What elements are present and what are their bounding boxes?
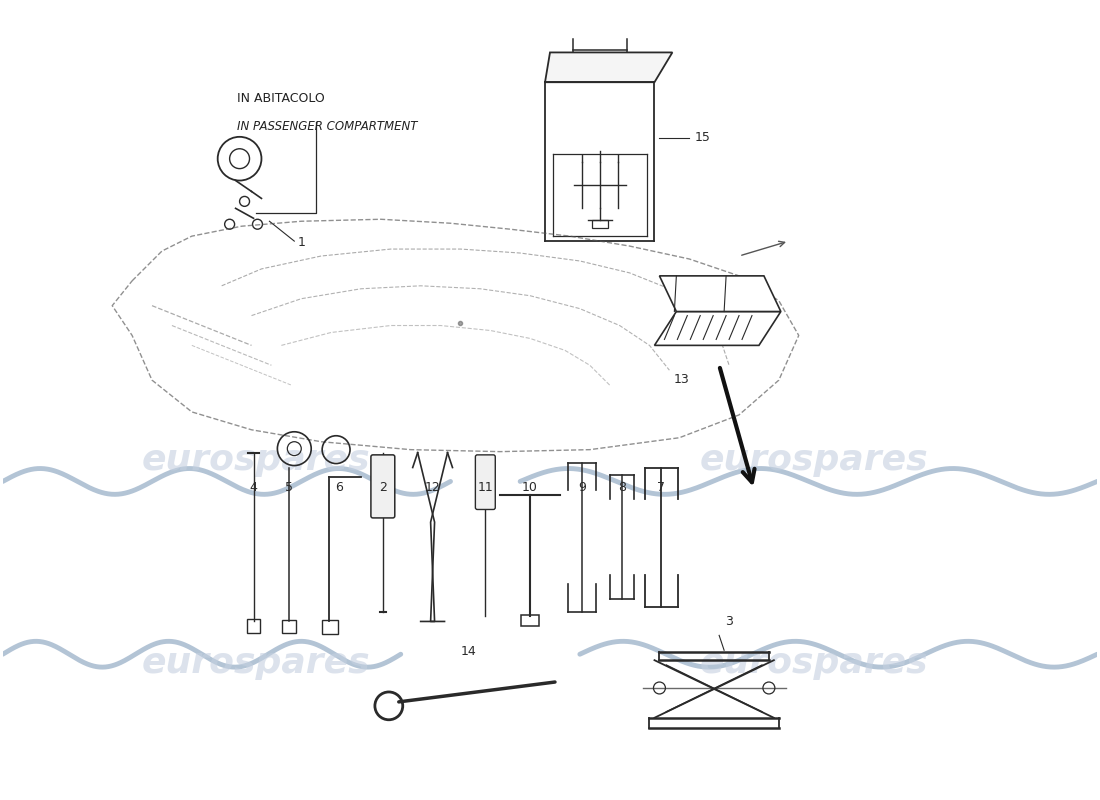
Text: IN PASSENGER COMPARTMENT: IN PASSENGER COMPARTMENT <box>236 120 417 133</box>
Text: 9: 9 <box>578 482 586 494</box>
Text: 10: 10 <box>522 482 538 494</box>
Text: 3: 3 <box>725 615 733 629</box>
Text: 8: 8 <box>617 482 626 494</box>
Bar <box>521 614 539 626</box>
FancyBboxPatch shape <box>371 455 395 518</box>
Text: 13: 13 <box>673 373 690 386</box>
Text: IN ABITACOLO: IN ABITACOLO <box>236 92 324 105</box>
Text: 6: 6 <box>336 482 343 494</box>
Bar <box>322 621 338 634</box>
Text: 1: 1 <box>297 236 305 249</box>
Text: eurospares: eurospares <box>700 646 928 680</box>
Text: eurospares: eurospares <box>142 442 371 477</box>
Bar <box>283 621 296 634</box>
Text: 2: 2 <box>378 482 387 494</box>
Bar <box>246 619 261 634</box>
Text: 5: 5 <box>285 482 294 494</box>
Polygon shape <box>654 311 781 346</box>
Text: 7: 7 <box>658 482 666 494</box>
Text: 14: 14 <box>461 646 476 658</box>
Bar <box>592 220 607 228</box>
Polygon shape <box>544 53 672 82</box>
Polygon shape <box>659 276 781 311</box>
Text: 4: 4 <box>250 482 257 494</box>
Text: 15: 15 <box>694 131 711 144</box>
Text: 11: 11 <box>477 482 493 494</box>
FancyBboxPatch shape <box>475 455 495 510</box>
Text: eurospares: eurospares <box>700 442 928 477</box>
Text: eurospares: eurospares <box>142 646 371 680</box>
Text: 12: 12 <box>425 482 440 494</box>
